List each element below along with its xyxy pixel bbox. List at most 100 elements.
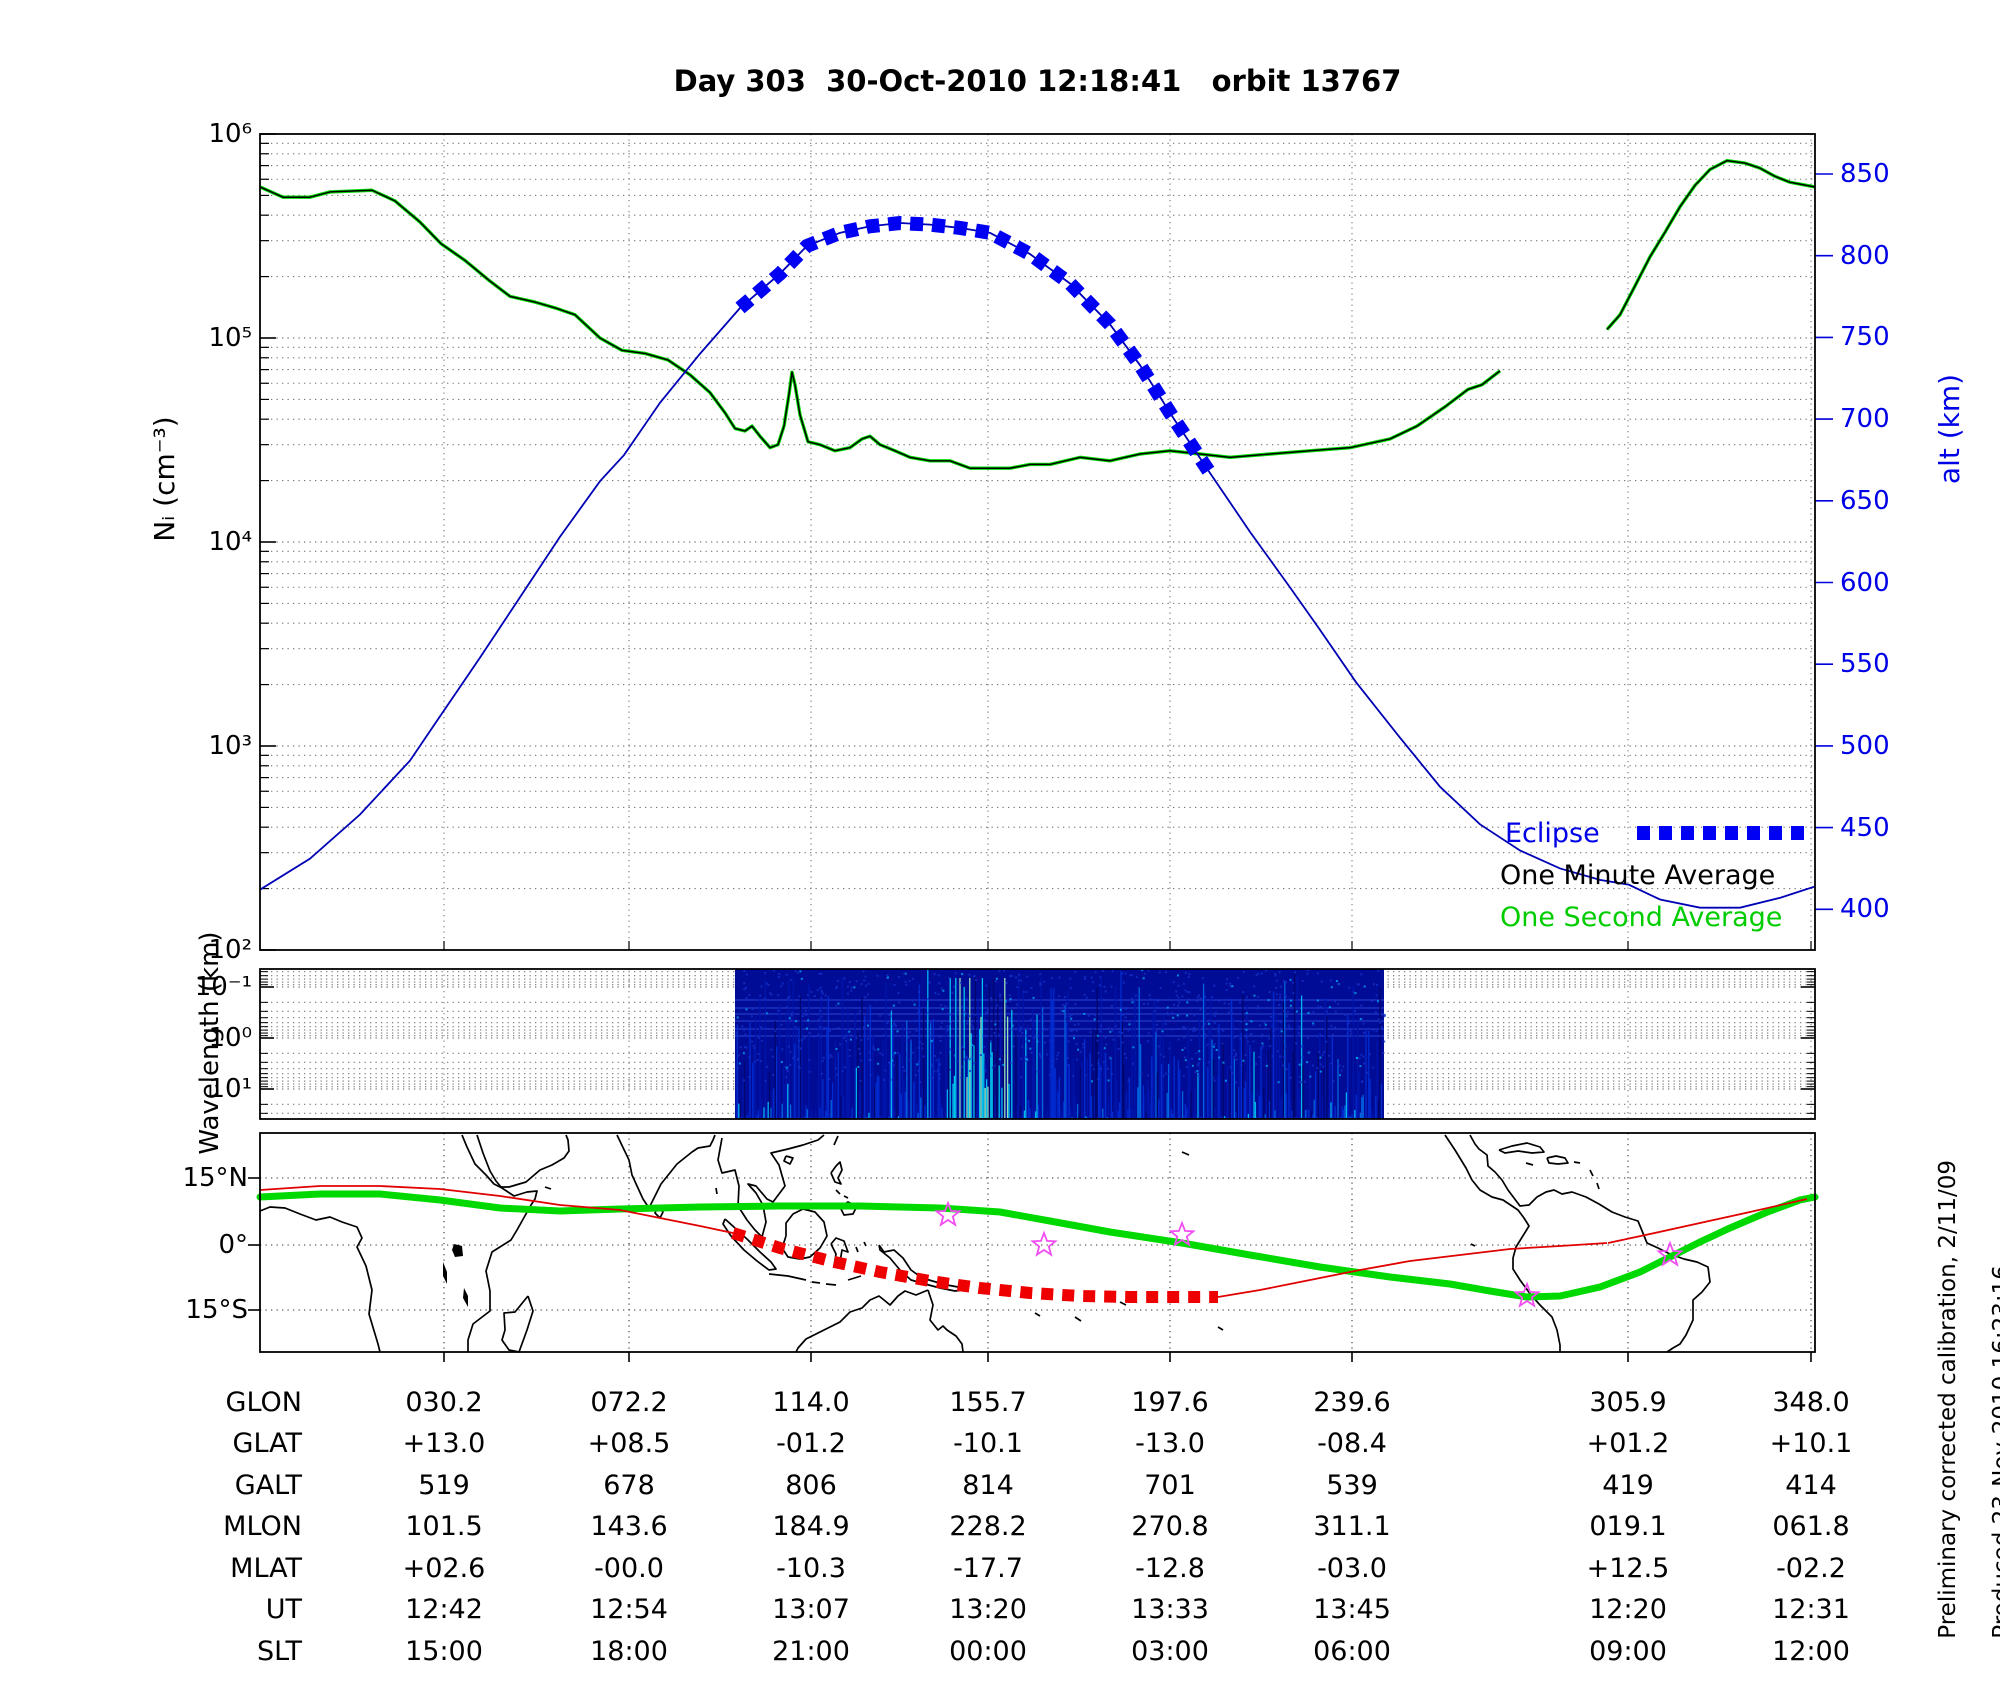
spectrogram-speckle [1331,1033,1334,1036]
spectrogram-speckle [1319,1056,1322,1059]
spectrogram-speckle [797,1039,800,1042]
spectrogram-speckle [1260,1047,1263,1050]
spectrogram-speckle [912,1034,915,1037]
spectrogram-speckle [1173,1003,1176,1006]
alt-tick-label: 850 [1840,159,1890,189]
spectrogram-speckle [794,1026,797,1029]
spectrogram-speckle [1245,1012,1248,1015]
spectrogram-speckle [1178,1001,1181,1004]
spectrogram-speckle [1234,1054,1237,1057]
spectrogram-speckle [1213,1043,1216,1046]
spectrogram-speckle [828,1078,831,1081]
spectrogram-speckle [1166,1006,1169,1009]
table-cell-mlon-7: 061.8 [1772,1511,1850,1542]
spectrogram-speckle [968,973,971,976]
spectrogram-speckle [1354,992,1357,995]
table-cell-glon-6: 305.9 [1589,1387,1667,1418]
spectrogram-speckle [1076,1058,1079,1061]
spectrogram-speckle [837,1026,840,1029]
spectrogram-speckle [1234,1052,1237,1055]
table-cell-slt-3: 00:00 [949,1636,1027,1667]
spectrogram-speckle [1362,1031,1365,1034]
spectrogram-speckle [939,1035,942,1038]
spectrogram-speckle [859,1052,862,1055]
spectrogram-speckle [1372,1066,1375,1069]
spectrogram-speckle [1211,1047,1214,1050]
spectrogram-speckle [1157,1045,1160,1048]
spectrogram-speckle [1233,1027,1236,1030]
spectrogram-speckle [886,974,889,977]
spectrogram-speckle [1220,1028,1223,1031]
spectrogram-speckle [1307,1037,1310,1040]
spectrogram-speckle [998,1058,1001,1061]
spectrogram-speckle [1213,984,1216,987]
spectrogram-speckle [1082,1046,1085,1049]
spectrogram-speckle [907,1036,910,1039]
spectrogram-speckle [1253,994,1256,997]
data-curves [259,158,1816,909]
spectrogram-speckle [1077,1023,1080,1026]
spectrogram-speckle [820,997,823,1000]
spectrogram-speckle [835,987,838,990]
spectrogram-speckle [839,1043,842,1046]
spectrogram-speckle [1041,1012,1044,1015]
spectrogram-speckle [745,1008,748,1011]
spectrogram-speckle [735,1032,738,1035]
spectrogram-speckle [1154,1010,1157,1013]
spectrogram-speckle [1074,970,1077,973]
spectrogram-speckle [944,1005,947,1008]
spectrogram-speckle [1316,1067,1319,1070]
spectrogram-speckle [908,979,911,982]
spectrogram-speckle [1191,1064,1194,1067]
spectrogram-speckle [744,1046,747,1049]
spectrogram-speckle [1343,1013,1346,1016]
spectrogram-speckle [1378,1021,1381,1024]
spectrogram-speckle [1319,1070,1322,1073]
spectrogram-speckle [1201,977,1204,980]
table-cell-slt-4: 03:00 [1131,1636,1209,1667]
spectrogram-speckle [1362,1055,1365,1058]
spectrogram-speckle [797,1065,800,1068]
spectrogram-speckle [757,1053,760,1056]
spectrogram-speckle [846,992,849,995]
spectrogram-speckle [1096,1034,1099,1037]
one-second-average-curve [259,185,1502,470]
spectrogram-speckle [974,1013,977,1016]
spectrogram-speckle [905,983,908,986]
spectrogram-speckle [1278,971,1281,974]
spectrogram-speckle [1354,1010,1357,1013]
spectrogram-speckle [1294,971,1297,974]
spectrogram-speckle [858,1047,861,1050]
spectrogram-speckle [757,1036,760,1039]
spectrogram-speckle [1194,1029,1197,1032]
spectrogram-speckle [741,1025,744,1028]
spectrogram-speckle [1360,1053,1363,1056]
spectrogram-speckle [1199,997,1202,1000]
spectrogram-speckle [1380,1025,1383,1028]
spectrogram-speckle [1147,1074,1150,1077]
spectrogram-speckle [737,1054,740,1057]
spectrogram-speckle [836,1073,839,1076]
table-row-label: UT [265,1594,302,1625]
lake [463,1288,468,1307]
spectrogram-speckle [1360,973,1363,976]
table-cell-glon-2: 114.0 [772,1387,850,1418]
spectrogram-speckle [960,1065,963,1068]
spectrogram-speckle [931,1064,934,1067]
spectrogram-speckle [999,995,1002,998]
table-cell-glat-3: -10.1 [953,1428,1023,1459]
spectrogram-speckle [1242,991,1245,994]
spectrogram-speckle [1110,985,1113,988]
spectrogram-speckle [935,1059,938,1062]
spectrogram-speckle [1300,1081,1303,1084]
spectrogram-speckle [1298,1076,1301,1079]
spectrogram-speckle [883,1079,886,1082]
table-cell-slt-1: 18:00 [590,1636,668,1667]
coastline [1034,1312,1041,1317]
table-cell-mlat-6: +12.5 [1586,1553,1670,1584]
spectrogram-speckle [1262,1045,1265,1048]
spectrogram-speckle [834,1067,837,1070]
spectrogram-speckle [860,1039,863,1042]
spectrogram-speckle [965,1057,968,1060]
